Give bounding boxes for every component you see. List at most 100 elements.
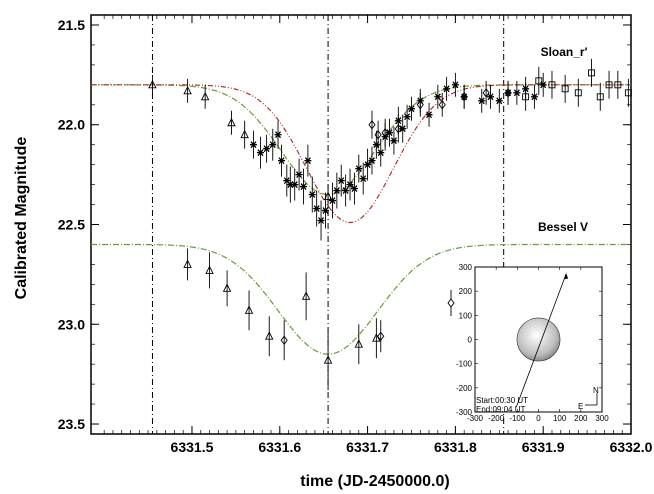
- triangle-marker: [265, 331, 274, 340]
- star-stroke: [513, 89, 520, 97]
- legend-diamond-marker: [447, 298, 455, 308]
- data-point: [256, 136, 264, 169]
- star-marker: [346, 181, 354, 189]
- data-point: [323, 184, 333, 209]
- star-stroke: [283, 177, 290, 185]
- data-point: [513, 80, 521, 105]
- x-tick-label: 6331.5: [171, 439, 214, 455]
- series-0-points: [148, 58, 632, 241]
- x-tick-label: 6331.6: [258, 439, 301, 455]
- data-point: [313, 190, 321, 227]
- inset-y-tick-label: 0: [468, 336, 473, 345]
- data-point: [368, 146, 376, 175]
- data-point: [244, 290, 254, 331]
- square-marker: [588, 69, 595, 77]
- inset-x-tick-label: -200: [488, 414, 505, 423]
- asteroid-sphere: [516, 317, 561, 362]
- data-point: [342, 174, 350, 207]
- star-stroke: [386, 129, 393, 137]
- data-point: [451, 72, 459, 97]
- star-stroke: [269, 141, 276, 149]
- data-point: [482, 80, 490, 105]
- y-tick-label: 21.5: [58, 17, 85, 33]
- star-marker: [495, 97, 503, 105]
- data-point: [321, 192, 329, 229]
- data-point: [265, 316, 274, 357]
- inset-y-tick-label: -100: [456, 360, 473, 369]
- triangle-marker: [301, 291, 311, 300]
- square-marker: [535, 77, 543, 85]
- data-point: [323, 330, 333, 391]
- data-point: [374, 120, 382, 149]
- star-marker: [313, 205, 321, 212]
- star-marker: [249, 141, 257, 149]
- series-label-bessel: Bessel V: [538, 220, 588, 234]
- triangle-marker: [222, 283, 232, 292]
- star-stroke: [364, 161, 371, 169]
- star-marker: [386, 129, 394, 137]
- data-point: [304, 144, 312, 177]
- diamond-marker: [280, 335, 288, 345]
- data-point: [438, 92, 446, 117]
- data-point: [227, 110, 236, 135]
- data-point: [364, 148, 372, 181]
- inset-y-tick-label: 200: [459, 287, 473, 296]
- x-tick-label: 6332.0: [610, 439, 653, 455]
- data-point: [407, 96, 415, 121]
- data-point: [283, 164, 291, 197]
- data-point: [614, 70, 622, 99]
- star-stroke: [452, 81, 459, 89]
- star-stroke: [333, 187, 340, 194]
- diamond-marker: [460, 92, 468, 102]
- diamond-marker: [394, 123, 402, 134]
- star-stroke: [496, 97, 503, 105]
- star-stroke: [329, 197, 336, 204]
- data-point: [434, 84, 442, 109]
- data-points-layer: [148, 58, 632, 391]
- star-stroke: [487, 93, 494, 101]
- data-point: [596, 82, 604, 111]
- square-marker: [596, 93, 604, 101]
- star-stroke: [377, 149, 384, 157]
- square-marker: [605, 81, 613, 89]
- star-stroke: [355, 165, 362, 173]
- data-point: [328, 182, 336, 219]
- inset-x-tick-label: 200: [574, 414, 588, 423]
- data-point: [416, 92, 424, 117]
- data-point: [381, 118, 389, 147]
- star-stroke: [278, 157, 285, 165]
- diamond-marker: [504, 88, 512, 98]
- inset-x-tick-label: -100: [509, 414, 526, 423]
- data-point: [183, 248, 192, 281]
- star-marker: [403, 113, 411, 121]
- star-stroke: [318, 217, 325, 224]
- star-stroke: [390, 137, 397, 145]
- star-marker: [390, 137, 398, 145]
- star-stroke: [347, 181, 354, 189]
- y-tick-label: 22.5: [58, 217, 85, 233]
- star-marker: [513, 89, 521, 97]
- star-marker: [478, 97, 486, 105]
- star-marker: [295, 171, 303, 179]
- track-arrowhead: [563, 273, 569, 280]
- star-stroke: [257, 149, 264, 157]
- square-marker: [548, 81, 556, 89]
- star-marker: [269, 141, 277, 149]
- data-point: [425, 102, 433, 127]
- star-stroke: [338, 177, 345, 185]
- square-marker: [561, 85, 569, 93]
- data-point: [200, 84, 210, 109]
- inset-x-tick-label: 0: [536, 414, 541, 423]
- diamond-marker: [374, 129, 382, 140]
- star-stroke: [322, 207, 329, 214]
- data-point: [148, 74, 157, 95]
- star-marker: [317, 217, 325, 224]
- triangle-marker: [354, 339, 364, 348]
- square-marker: [614, 81, 622, 89]
- triangle-marker: [200, 91, 210, 101]
- inset-y-tick-label: -200: [456, 384, 473, 393]
- inset-panel: Start:00:30 UT End:09:04 UT N E -300-300…: [447, 263, 609, 423]
- star-marker: [407, 105, 415, 113]
- diamond-marker: [368, 119, 376, 130]
